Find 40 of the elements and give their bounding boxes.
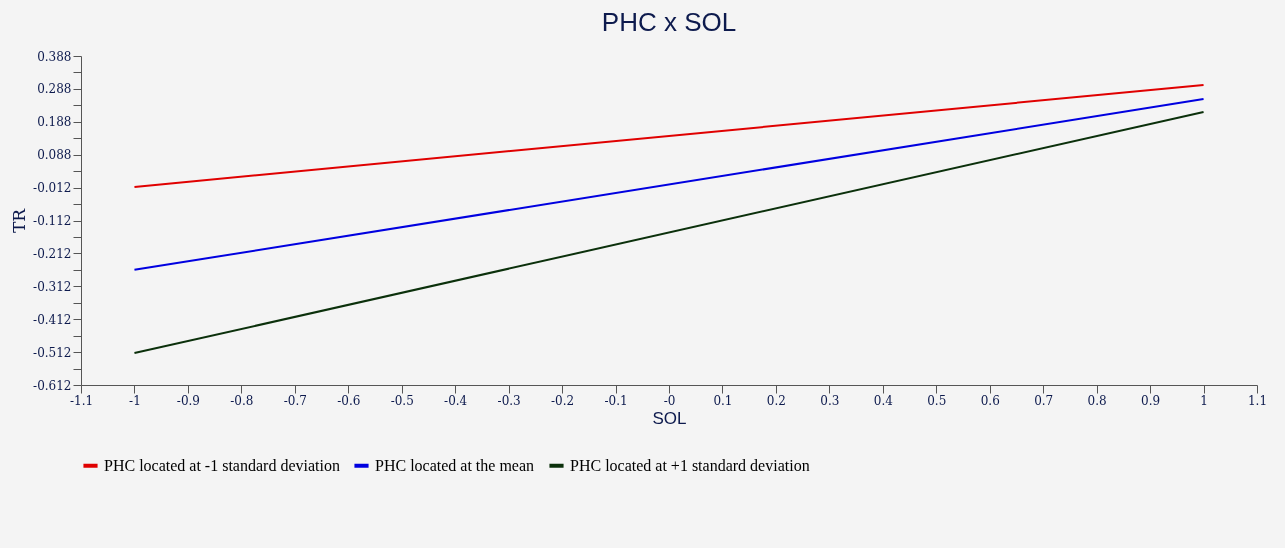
x-tick-label: 0.8 bbox=[1087, 393, 1107, 408]
x-tick-label: 0.1 bbox=[713, 393, 733, 408]
x-tick-label: 0.7 bbox=[1034, 393, 1054, 408]
y-tick-label: -0.112 bbox=[33, 214, 72, 228]
y-tick-label: 0.388 bbox=[37, 49, 72, 64]
x-tick-label: 0.6 bbox=[980, 393, 1000, 408]
x-tick-label: -0.1 bbox=[604, 393, 628, 408]
x-tick-label: 0.3 bbox=[820, 393, 840, 408]
y-tick-label: -0.412 bbox=[33, 312, 72, 327]
x-tick-label: -0.9 bbox=[176, 393, 200, 408]
x-tick-label: -1 bbox=[129, 393, 141, 408]
x-tick-label: -0.4 bbox=[444, 393, 468, 408]
y-tick-label: 0.088 bbox=[37, 148, 72, 163]
legend-label: PHC located at the mean bbox=[375, 456, 535, 474]
y-tick-label: -0.612 bbox=[33, 378, 72, 393]
x-tick-label: -0.5 bbox=[390, 393, 414, 408]
x-tick-label: 0.4 bbox=[873, 393, 894, 408]
x-tick-label: -0.8 bbox=[230, 393, 254, 408]
x-axis-title: SOL bbox=[652, 408, 687, 428]
y-tick-label: 0.188 bbox=[37, 115, 72, 130]
y-tick-label: -0.012 bbox=[33, 181, 72, 196]
y-tick-label: 0.288 bbox=[37, 82, 72, 97]
legend-label: PHC located at +1 standard deviation bbox=[570, 456, 810, 474]
x-tick-label: 1 bbox=[1200, 393, 1208, 408]
x-tick-label: 0.9 bbox=[1141, 393, 1161, 408]
y-tick-label: -0.312 bbox=[33, 279, 72, 294]
x-tick-label: -0.2 bbox=[551, 393, 575, 408]
y-tick-label: -0.212 bbox=[33, 246, 72, 261]
legend-label: PHC located at -1 standard deviation bbox=[104, 456, 340, 474]
x-tick-label: -1.1 bbox=[69, 393, 94, 408]
x-tick-label: -0.6 bbox=[337, 393, 361, 408]
x-tick-label: 1.1 bbox=[1247, 393, 1268, 408]
y-axis-title: TR bbox=[9, 207, 30, 234]
x-tick-label: -0 bbox=[663, 393, 676, 408]
x-tick-label: -0.7 bbox=[283, 393, 307, 408]
x-tick-label: 0.5 bbox=[927, 393, 947, 408]
chart-title: PHC x SOL bbox=[601, 7, 737, 37]
x-tick-label: -0.3 bbox=[497, 393, 521, 408]
y-tick-label: -0.512 bbox=[33, 345, 72, 360]
x-tick-label: 0.2 bbox=[766, 393, 786, 408]
